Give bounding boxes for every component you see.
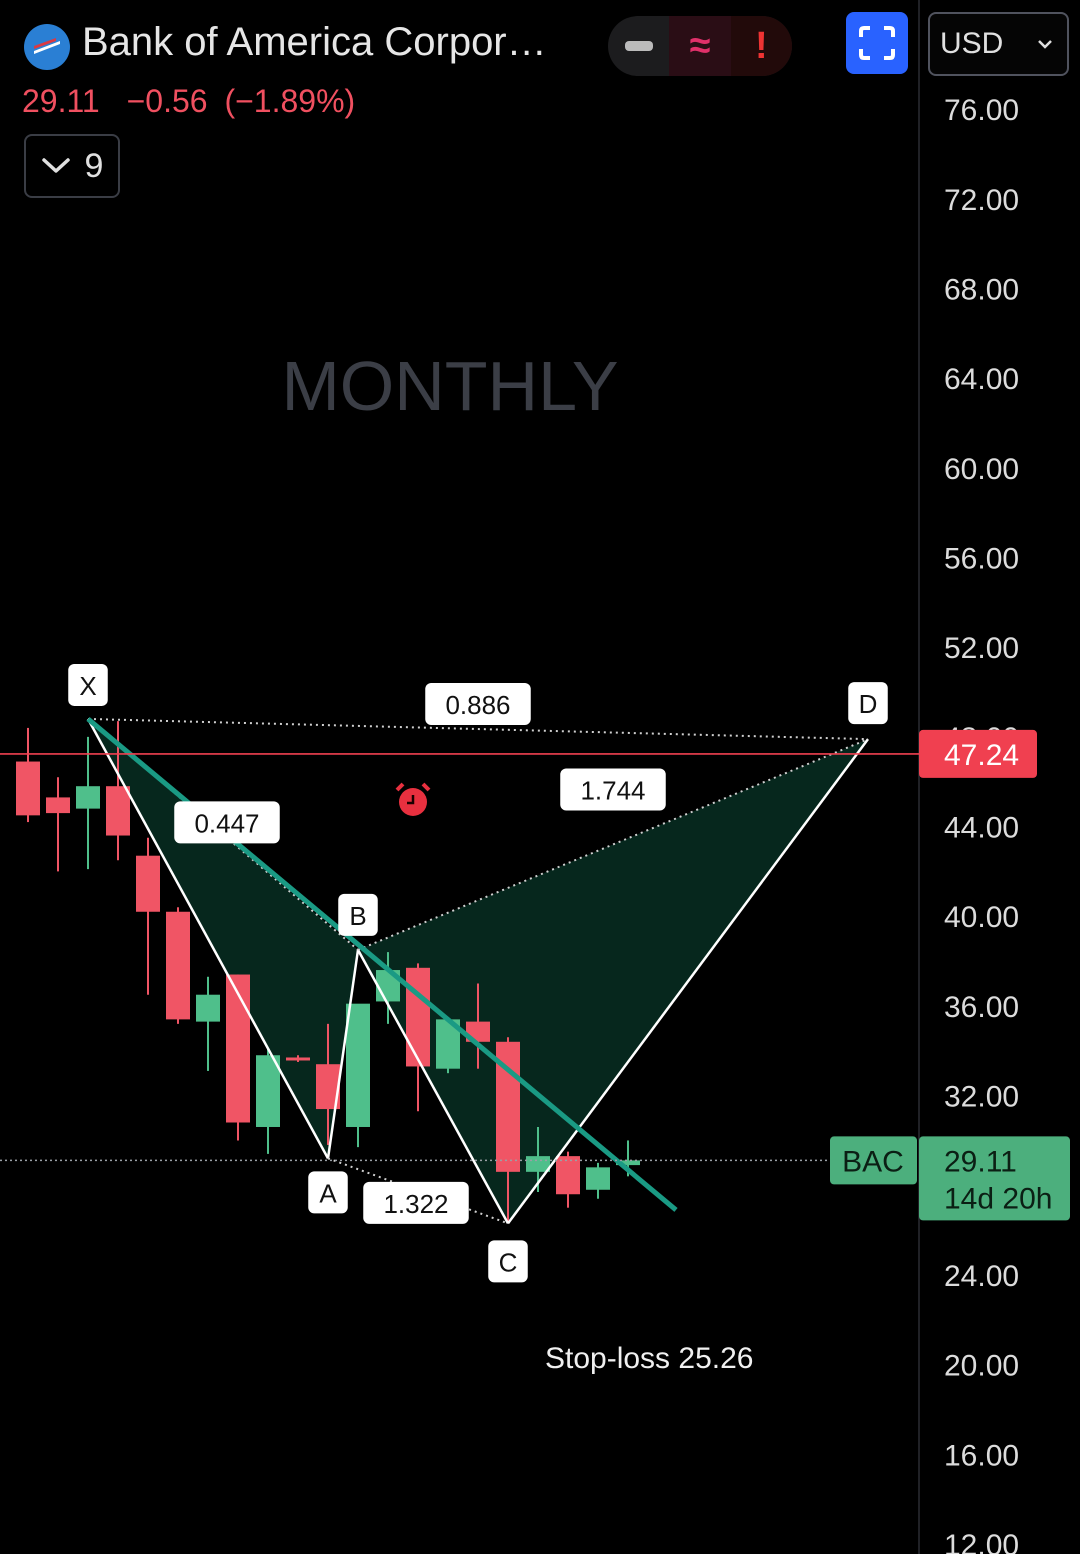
y-tick-label: 68.00 — [944, 273, 1019, 306]
bar-countdown: 14d 20h — [944, 1182, 1052, 1215]
pattern-leg — [506, 738, 870, 1225]
pattern-point-label: A — [319, 1178, 337, 1208]
pattern-triangle-xab — [88, 718, 358, 1159]
pattern-ratio-label: 1.744 — [580, 775, 645, 805]
pattern-ratio-label-box — [363, 1181, 469, 1224]
symbol-title[interactable]: Bank of America Corpor… — [82, 20, 547, 64]
candle-body — [256, 1055, 280, 1127]
stop-loss-note: Stop-loss 25.26 — [545, 1342, 754, 1375]
pattern-point-label-box — [308, 1171, 348, 1214]
candle-body — [526, 1156, 550, 1172]
price-change-abs: −0.56 — [126, 83, 208, 119]
exclamation-icon: ! — [730, 16, 792, 76]
fullscreen-button[interactable] — [846, 12, 908, 74]
y-tick-label: 72.00 — [944, 184, 1019, 217]
pattern-ratio-label: 0.447 — [194, 808, 259, 838]
y-tick-label: 36.00 — [944, 991, 1019, 1024]
y-tick-label: 12.00 — [944, 1529, 1019, 1554]
pattern-leg — [326, 949, 360, 1159]
indicator-count: 9 — [84, 146, 104, 185]
y-tick-label: 32.00 — [944, 1081, 1019, 1114]
y-tick-label: 76.00 — [944, 94, 1019, 127]
boa-logo-icon — [24, 24, 70, 70]
pattern-ratio-label: 1.322 — [383, 1189, 448, 1219]
symbol-tag-label: BAC — [842, 1145, 904, 1178]
candle-body — [106, 786, 130, 836]
fullscreen-icon — [859, 26, 895, 60]
pattern-ratio-line — [87, 717, 869, 741]
pattern-point-label: D — [859, 689, 878, 719]
pattern-point-label-box — [338, 893, 378, 936]
pattern-ratio-line — [357, 738, 869, 951]
trendline — [86, 717, 678, 1212]
currency-value: USD — [940, 27, 1004, 60]
y-tick-label: 52.00 — [944, 632, 1019, 665]
y-tick-label: 44.00 — [944, 812, 1019, 845]
last-price-label: 29.11 — [944, 1145, 1017, 1178]
alarm-clock-bells — [395, 782, 431, 792]
alert-price-tag — [919, 729, 1037, 778]
candle-body — [166, 911, 190, 1020]
pattern-leg — [356, 949, 510, 1224]
pattern-leg — [86, 718, 330, 1159]
y-tick-label: 64.00 — [944, 363, 1019, 396]
pattern-ratio-label-box — [425, 683, 531, 726]
y-tick-label: 16.00 — [944, 1439, 1019, 1472]
y-tick-label: 56.00 — [944, 543, 1019, 576]
y-tick-label: 60.00 — [944, 453, 1019, 486]
candle-body — [76, 786, 100, 809]
y-tick-label: 24.00 — [944, 1260, 1019, 1293]
symbol-tag — [830, 1136, 917, 1185]
candle-body — [16, 761, 40, 816]
pattern-point-label-box — [68, 663, 108, 706]
alarm-clock-icon — [395, 782, 431, 816]
watermark: MONTHLY — [281, 347, 618, 425]
pattern-ratio-line — [327, 1157, 509, 1225]
candle-body — [346, 1003, 370, 1127]
pattern-triangle-bcd — [358, 739, 868, 1224]
pattern-point-label: B — [349, 901, 366, 931]
pattern-point-label: X — [79, 671, 96, 701]
pattern-point-label-box — [848, 682, 888, 725]
price-change: 29.11 −0.56 (−1.89%) — [22, 83, 373, 120]
alarm-clock-hands — [407, 795, 415, 805]
candle-body — [406, 967, 430, 1067]
last-price-tag — [919, 1136, 1070, 1221]
candle-body — [226, 974, 250, 1123]
pattern-ratio-label: 0.886 — [445, 690, 510, 720]
y-tick-label: 40.00 — [944, 901, 1019, 934]
indicators-collapse-button[interactable]: 9 — [24, 134, 120, 198]
candle-body — [286, 1057, 310, 1061]
y-tick-label: 20.00 — [944, 1350, 1019, 1383]
pattern-point-label-box — [488, 1240, 528, 1283]
alert-price-label: 47.24 — [944, 739, 1019, 772]
candle-body — [586, 1167, 610, 1190]
candle-body — [196, 994, 220, 1022]
approx-icon: ≈ — [669, 16, 731, 76]
last-price: 29.11 — [22, 83, 100, 119]
market-status-pill[interactable]: ≈ ! — [608, 16, 792, 76]
chevron-down-icon — [41, 158, 70, 173]
candle-body — [616, 1160, 640, 1166]
pattern-point-label: C — [499, 1247, 518, 1277]
chevron-down-icon — [1038, 40, 1052, 49]
pattern-ratio-label-box — [560, 768, 666, 811]
candle-body — [556, 1156, 580, 1195]
price-change-pct: (−1.89%) — [224, 83, 356, 119]
pattern-ratio-label-box — [174, 801, 280, 844]
minus-icon — [608, 16, 669, 76]
candle-body — [136, 855, 160, 912]
candle-body — [46, 797, 70, 814]
currency-select[interactable]: USD — [928, 12, 1069, 76]
